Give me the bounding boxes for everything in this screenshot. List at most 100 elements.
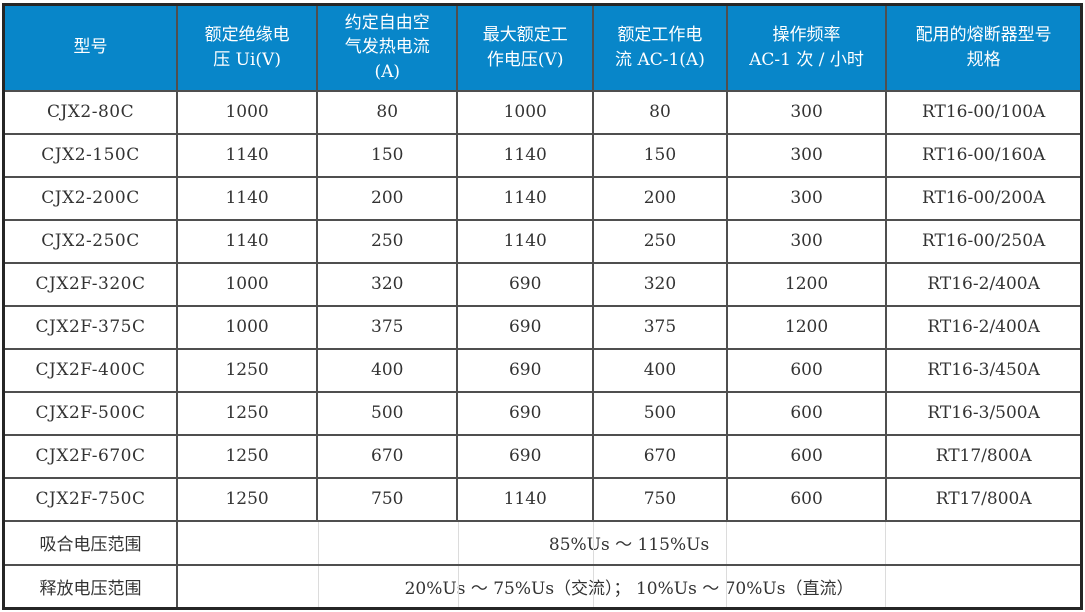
table-cell: 1250 (176, 347, 319, 393)
table-cell: 690 (456, 433, 595, 479)
release-voltage-row: 释放电压范围 20%Us ～ 75%Us（交流）； 10%Us ～ 70%Us（… (2, 563, 1083, 610)
faint-gridline (592, 522, 594, 563)
table-cell: 670 (592, 433, 728, 479)
table-cell: RT16-2/400A (885, 261, 1083, 307)
table-cell: 150 (316, 132, 459, 178)
table-cell: RT17/800A (885, 433, 1083, 479)
table-cell: 1000 (176, 89, 319, 135)
table-cell: 500 (316, 390, 459, 436)
table-cell: 690 (456, 261, 595, 307)
table-cell: 1200 (725, 261, 888, 307)
table-cell: 150 (592, 132, 728, 178)
table-cell: 670 (316, 433, 459, 479)
table-cell: 200 (316, 175, 459, 221)
table-cell: 1000 (176, 261, 319, 307)
table-cell: 300 (725, 89, 888, 135)
table-cell: RT17/800A (885, 476, 1083, 522)
table-cell: 750 (592, 476, 728, 522)
table-row: CJX2-250C 1140 250 1140 250 300 RT16-00/… (2, 218, 1083, 264)
table-cell: 320 (592, 261, 728, 307)
pickup-voltage-label: 吸合电压范围 (2, 519, 179, 566)
table-cell: 1140 (456, 175, 595, 221)
pickup-voltage-text: 85%Us ～ 115%Us (548, 535, 710, 555)
faint-gridline (457, 566, 459, 607)
faint-gridline (317, 522, 319, 563)
table-cell: RT16-00/200A (885, 175, 1083, 221)
model-cell: CJX2F-320C (2, 261, 179, 307)
table-cell: 1140 (176, 132, 319, 178)
pickup-voltage-value: 85%Us ～ 115%Us (176, 519, 1083, 566)
table-cell: 1200 (725, 304, 888, 350)
faint-gridline (726, 522, 728, 563)
pickup-voltage-row: 吸合电压范围 85%Us ～ 115%Us (2, 519, 1083, 566)
table-row: CJX2F-375C 1000 375 690 375 1200 RT16-2/… (2, 304, 1083, 350)
table-cell: 600 (725, 390, 888, 436)
faint-gridline (592, 566, 594, 607)
table-cell: 690 (456, 304, 595, 350)
table-cell: 400 (316, 347, 459, 393)
column-header-conventional-free-air-thermal-current: 约定自由空 气发热电流 (A) (316, 3, 459, 92)
release-voltage-text: 20%Us ～ 75%Us（交流）； 10%Us ～ 70%Us（直流） (404, 578, 854, 599)
table-row: CJX2-80C 1000 80 1000 80 300 RT16-00/100… (2, 89, 1083, 135)
table-cell: RT16-00/100A (885, 89, 1083, 135)
table-row: CJX2F-670C 1250 670 690 670 600 RT17/800… (2, 433, 1083, 479)
column-header-fuse-model: 配用的熔断器型号 规格 (885, 3, 1083, 92)
model-cell: CJX2F-375C (2, 304, 179, 350)
table-cell: 1140 (176, 175, 319, 221)
table-cell: 1250 (176, 476, 319, 522)
table-cell: 320 (316, 261, 459, 307)
faint-gridline (726, 566, 728, 607)
table-cell: 1140 (456, 132, 595, 178)
model-cell: CJX2F-670C (2, 433, 179, 479)
spec-table: 型号 额定绝缘电 压 Ui(V) 约定自由空 气发热电流 (A) 最大额定工 作… (2, 3, 1083, 610)
table-cell: 1000 (456, 89, 595, 135)
table-row: CJX2F-320C 1000 320 690 320 1200 RT16-2/… (2, 261, 1083, 307)
table-cell: 250 (316, 218, 459, 264)
table-row: CJX2F-500C 1250 500 690 500 600 RT16-3/5… (2, 390, 1083, 436)
faint-gridline (885, 566, 887, 607)
model-cell: CJX2-80C (2, 89, 179, 135)
table-cell: 300 (725, 132, 888, 178)
table-cell: 1140 (176, 218, 319, 264)
table-cell: RT16-3/500A (885, 390, 1083, 436)
header-row: 型号 额定绝缘电 压 Ui(V) 约定自由空 气发热电流 (A) 最大额定工 作… (2, 3, 1083, 92)
column-header-rated-operational-current: 额定工作电 流 AC-1(A) (592, 3, 728, 92)
table-cell: 1140 (456, 218, 595, 264)
faint-gridline (457, 522, 459, 563)
table-cell: 750 (316, 476, 459, 522)
table-cell: 690 (456, 390, 595, 436)
table-cell: 690 (456, 347, 595, 393)
table-cell: 300 (725, 218, 888, 264)
table-cell: 600 (725, 433, 888, 479)
table-row: CJX2F-750C 1250 750 1140 750 600 RT17/80… (2, 476, 1083, 522)
table-cell: 80 (592, 89, 728, 135)
table-cell: RT16-2/400A (885, 304, 1083, 350)
table-cell: 400 (592, 347, 728, 393)
table-cell: 300 (725, 175, 888, 221)
table-cell: RT16-3/450A (885, 347, 1083, 393)
column-header-operating-frequency: 操作频率 AC-1 次 / 小时 (725, 3, 888, 92)
faint-gridline (885, 522, 887, 563)
model-cell: CJX2-150C (2, 132, 179, 178)
model-cell: CJX2-200C (2, 175, 179, 221)
table-cell: 1140 (456, 476, 595, 522)
table-cell: 600 (725, 476, 888, 522)
table-row: CJX2-200C 1140 200 1140 200 300 RT16-00/… (2, 175, 1083, 221)
table-cell: 1250 (176, 390, 319, 436)
table-cell: 1000 (176, 304, 319, 350)
model-cell: CJX2F-750C (2, 476, 179, 522)
table-cell: RT16-00/250A (885, 218, 1083, 264)
column-header-model: 型号 (2, 3, 179, 92)
table-row: CJX2-150C 1140 150 1140 150 300 RT16-00/… (2, 132, 1083, 178)
faint-gridline (317, 566, 319, 607)
table-cell: 200 (592, 175, 728, 221)
release-voltage-label: 释放电压范围 (2, 563, 179, 610)
model-cell: CJX2-250C (2, 218, 179, 264)
model-cell: CJX2F-500C (2, 390, 179, 436)
release-voltage-value: 20%Us ～ 75%Us（交流）； 10%Us ～ 70%Us（直流） (176, 563, 1083, 610)
table-cell: 375 (316, 304, 459, 350)
column-header-rated-insulation-voltage: 额定绝缘电 压 Ui(V) (176, 3, 319, 92)
table-cell: RT16-00/160A (885, 132, 1083, 178)
column-header-max-rated-operational-voltage: 最大额定工 作电压(V) (456, 3, 595, 92)
